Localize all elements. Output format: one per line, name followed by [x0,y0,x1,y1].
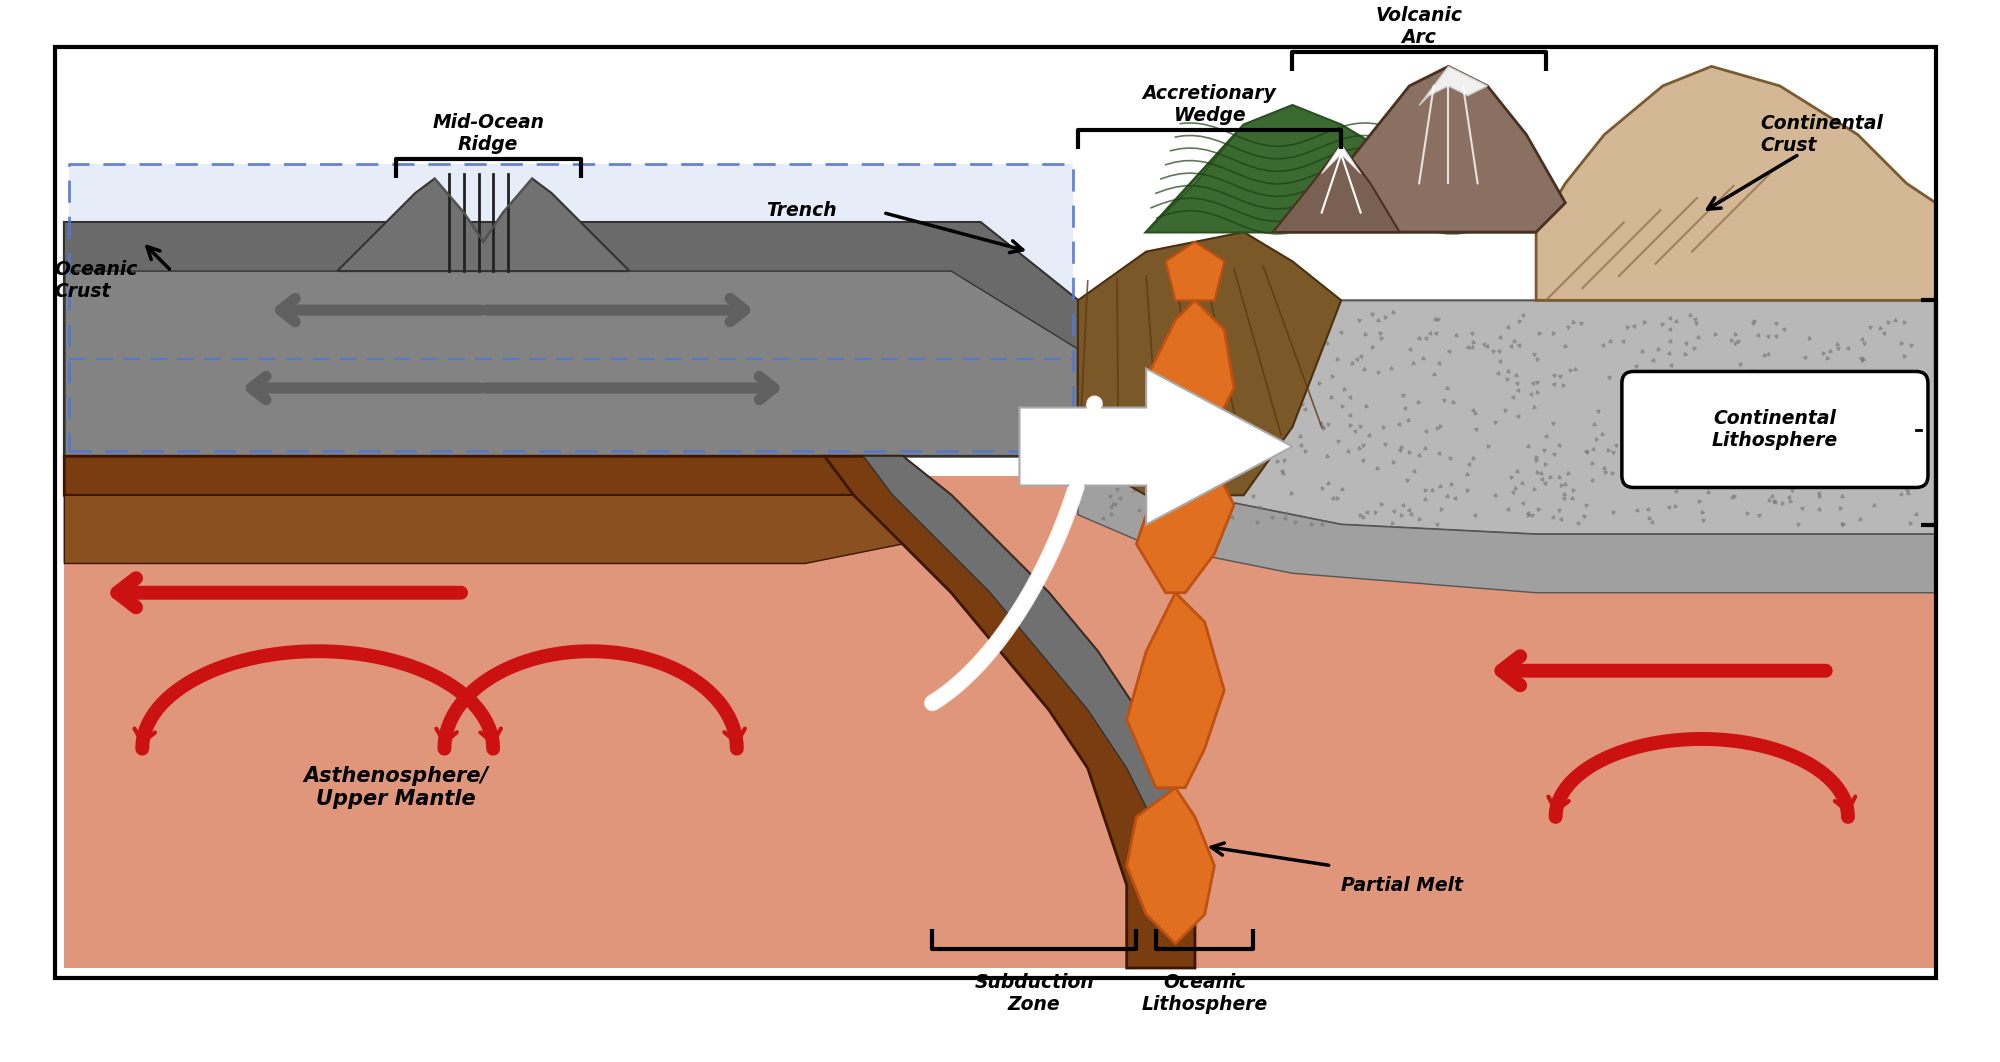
Polygon shape [1292,67,1566,233]
Polygon shape [1078,457,1936,593]
Text: Oceanic
Lithosphere: Oceanic Lithosphere [1142,973,1268,1014]
Polygon shape [1146,105,1584,233]
Polygon shape [1126,788,1214,944]
Text: Accretionary
Wedge: Accretionary Wedge [1142,84,1276,125]
Text: Continental
Crust: Continental Crust [1760,114,1884,155]
Polygon shape [64,222,1078,349]
Polygon shape [64,457,902,495]
Text: Volcanic
Arc: Volcanic Arc [1376,6,1462,47]
Polygon shape [1126,593,1224,788]
Polygon shape [64,495,902,564]
Text: Asthenosphere/
Upper Mantle: Asthenosphere/ Upper Mantle [304,766,488,809]
Polygon shape [1146,301,1234,446]
Text: Trench: Trench [766,201,836,220]
FancyBboxPatch shape [1622,372,1928,487]
Polygon shape [1146,105,1390,233]
Polygon shape [1166,242,1224,301]
Polygon shape [1078,233,1342,495]
Polygon shape [864,457,1194,885]
Polygon shape [1272,144,1400,233]
Polygon shape [1420,67,1488,105]
Text: Continental
Lithosphere: Continental Lithosphere [1712,410,1838,450]
Polygon shape [64,222,1078,457]
Text: Subduction
Zone: Subduction Zone [974,973,1094,1014]
Polygon shape [1322,144,1360,173]
Polygon shape [824,457,1194,967]
Polygon shape [338,178,630,271]
Text: Partial Melt: Partial Melt [1342,876,1464,894]
Text: Mid-Ocean
Ridge: Mid-Ocean Ridge [432,114,544,154]
Polygon shape [1136,446,1234,593]
Polygon shape [1078,301,1936,534]
Polygon shape [1536,67,1936,301]
Polygon shape [1020,369,1292,525]
Polygon shape [64,476,1936,967]
Text: Oceanic
Crust: Oceanic Crust [54,260,138,302]
Polygon shape [70,164,1074,451]
